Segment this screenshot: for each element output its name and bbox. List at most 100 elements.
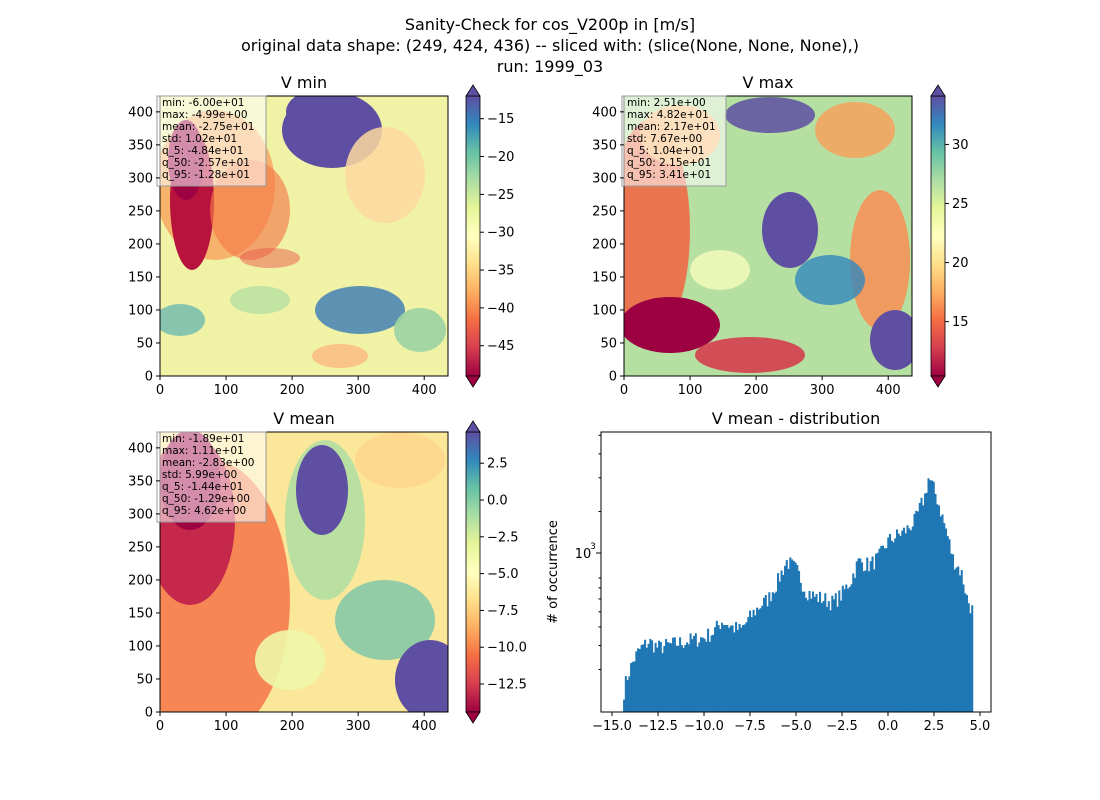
- colorbar-gradient: [465, 95, 481, 377]
- colorbar-tick: −12.5: [480, 678, 527, 693]
- histogram-bar: [722, 625, 725, 712]
- histogram-bar: [948, 539, 951, 712]
- stat-line: q_95: 4.62e+00: [162, 505, 246, 517]
- x-tick-label: 0: [620, 383, 628, 398]
- heatmap-region: [725, 97, 815, 133]
- histogram-bar: [808, 590, 811, 712]
- panel-title: V max: [743, 73, 794, 92]
- x-tick-label: −7.5: [734, 719, 766, 734]
- histogram-bar: [663, 646, 666, 712]
- y-tick-label: 300: [592, 171, 617, 186]
- histogram-bar: [873, 569, 876, 712]
- x-tick: 0: [620, 376, 628, 398]
- y-tick-label: 350: [592, 138, 617, 153]
- stat-line: mean: -2.75e+01: [162, 121, 254, 133]
- histogram-bar: [701, 637, 704, 712]
- heatmap-region: [690, 250, 750, 290]
- histogram-bar: [890, 540, 893, 712]
- histogram-bar: [925, 492, 928, 712]
- x-tick: 200: [744, 376, 769, 398]
- histogram-bar: [752, 609, 755, 712]
- histogram-bar: [953, 569, 956, 712]
- y-tick: 250: [128, 204, 160, 219]
- y-tick: 100: [128, 303, 160, 318]
- colorbar-tick: 20: [945, 256, 969, 271]
- histogram-bar: [812, 591, 815, 712]
- histogram-bar: [887, 537, 890, 712]
- suptitle-line-3: run: 1999_03: [497, 57, 603, 77]
- colorbar-tick-label: −2.5: [487, 530, 519, 545]
- histogram-bar: [852, 573, 855, 712]
- histogram-bar: [909, 530, 913, 712]
- x-tick-label: 2.5: [924, 719, 945, 734]
- histogram-bar: [775, 591, 778, 712]
- histogram-bar: [801, 591, 804, 712]
- histogram-bar: [951, 554, 955, 712]
- y-tick-base: 10: [575, 547, 592, 562]
- histogram-bar: [768, 592, 771, 712]
- heatmap-region: [230, 286, 290, 314]
- y-tick: 50: [136, 672, 160, 687]
- x-tick: −12.5: [638, 712, 678, 734]
- histogram-bar: [943, 523, 946, 712]
- colorbar-tick: −5.0: [480, 567, 519, 582]
- histogram-bar: [941, 514, 944, 712]
- colorbar-tick-label: −15: [487, 112, 514, 127]
- histogram-bar: [771, 592, 774, 712]
- y-tick-label: 400: [592, 105, 617, 120]
- histogram-bar: [712, 634, 715, 712]
- y-tick: 400: [128, 441, 160, 456]
- histogram-bar: [829, 610, 832, 712]
- histogram-bar: [680, 645, 683, 712]
- histogram-bar: [644, 639, 647, 712]
- y-tick-label: 100: [128, 303, 153, 318]
- x-tick-label: −10.0: [684, 719, 724, 734]
- histogram-bar: [834, 593, 837, 712]
- histogram-bar: [759, 608, 762, 712]
- colorbar-tick-label: −10.0: [487, 641, 527, 656]
- histogram-bar: [964, 593, 967, 712]
- histogram-bar: [838, 590, 841, 712]
- colorbar-tick-label: −12.5: [487, 678, 527, 693]
- histogram-bar: [857, 558, 860, 712]
- histogram-bar: [934, 493, 937, 712]
- heatmap-axes: 0 100 200 300 400 0 50 100 150 200 250 300 350 400: [128, 441, 436, 734]
- x-tick: 300: [346, 712, 371, 734]
- y-tick-label: 350: [128, 474, 153, 489]
- colorbar-gradient: [930, 95, 946, 377]
- x-tick-label: 200: [280, 383, 305, 398]
- histogram-bar: [729, 625, 732, 712]
- x-tick-label: −5.0: [780, 719, 812, 734]
- histogram-bar: [971, 605, 974, 712]
- y-tick-label: 0: [609, 370, 617, 385]
- histogram-bar: [805, 597, 808, 712]
- y-tick-label: 300: [128, 171, 153, 186]
- histogram-bars: [623, 478, 974, 712]
- panel-v-mean: V mean min: -1.89e+01 max: 1.11e+01 mean…: [128, 409, 527, 734]
- histogram-bar: [782, 574, 785, 712]
- histogram-bar: [965, 595, 969, 712]
- y-axis-label: # of occurrence: [546, 520, 561, 624]
- x-tick-label: 100: [214, 383, 239, 398]
- histogram-bar: [885, 548, 888, 712]
- histogram-bar: [889, 533, 892, 712]
- histogram-bar: [777, 573, 780, 712]
- histogram-bar: [642, 644, 645, 712]
- stat-line: std: 5.99e+00: [162, 469, 237, 481]
- x-tick-label: −12.5: [638, 719, 678, 734]
- histogram-bar: [649, 638, 652, 712]
- stats-box: min: 2.51e+00 max: 4.82e+01 mean: 2.17e+…: [621, 95, 727, 187]
- histogram-bar: [906, 525, 909, 712]
- x-tick: 400: [412, 376, 437, 398]
- stat-line: mean: -2.83e+00: [162, 457, 254, 469]
- stats-box: min: -6.00e+01 max: -4.99e+00 mean: -2.7…: [156, 95, 267, 187]
- y-tick: 100: [128, 639, 160, 654]
- histogram-bar: [694, 633, 697, 712]
- y-tick-label: 150: [592, 270, 617, 285]
- y-tick: 250: [592, 204, 624, 219]
- y-tick: 200: [592, 237, 624, 252]
- histogram-bar: [868, 571, 871, 712]
- histogram-bar: [696, 646, 699, 712]
- histogram-bar: [668, 642, 671, 712]
- histogram-bar: [875, 553, 878, 712]
